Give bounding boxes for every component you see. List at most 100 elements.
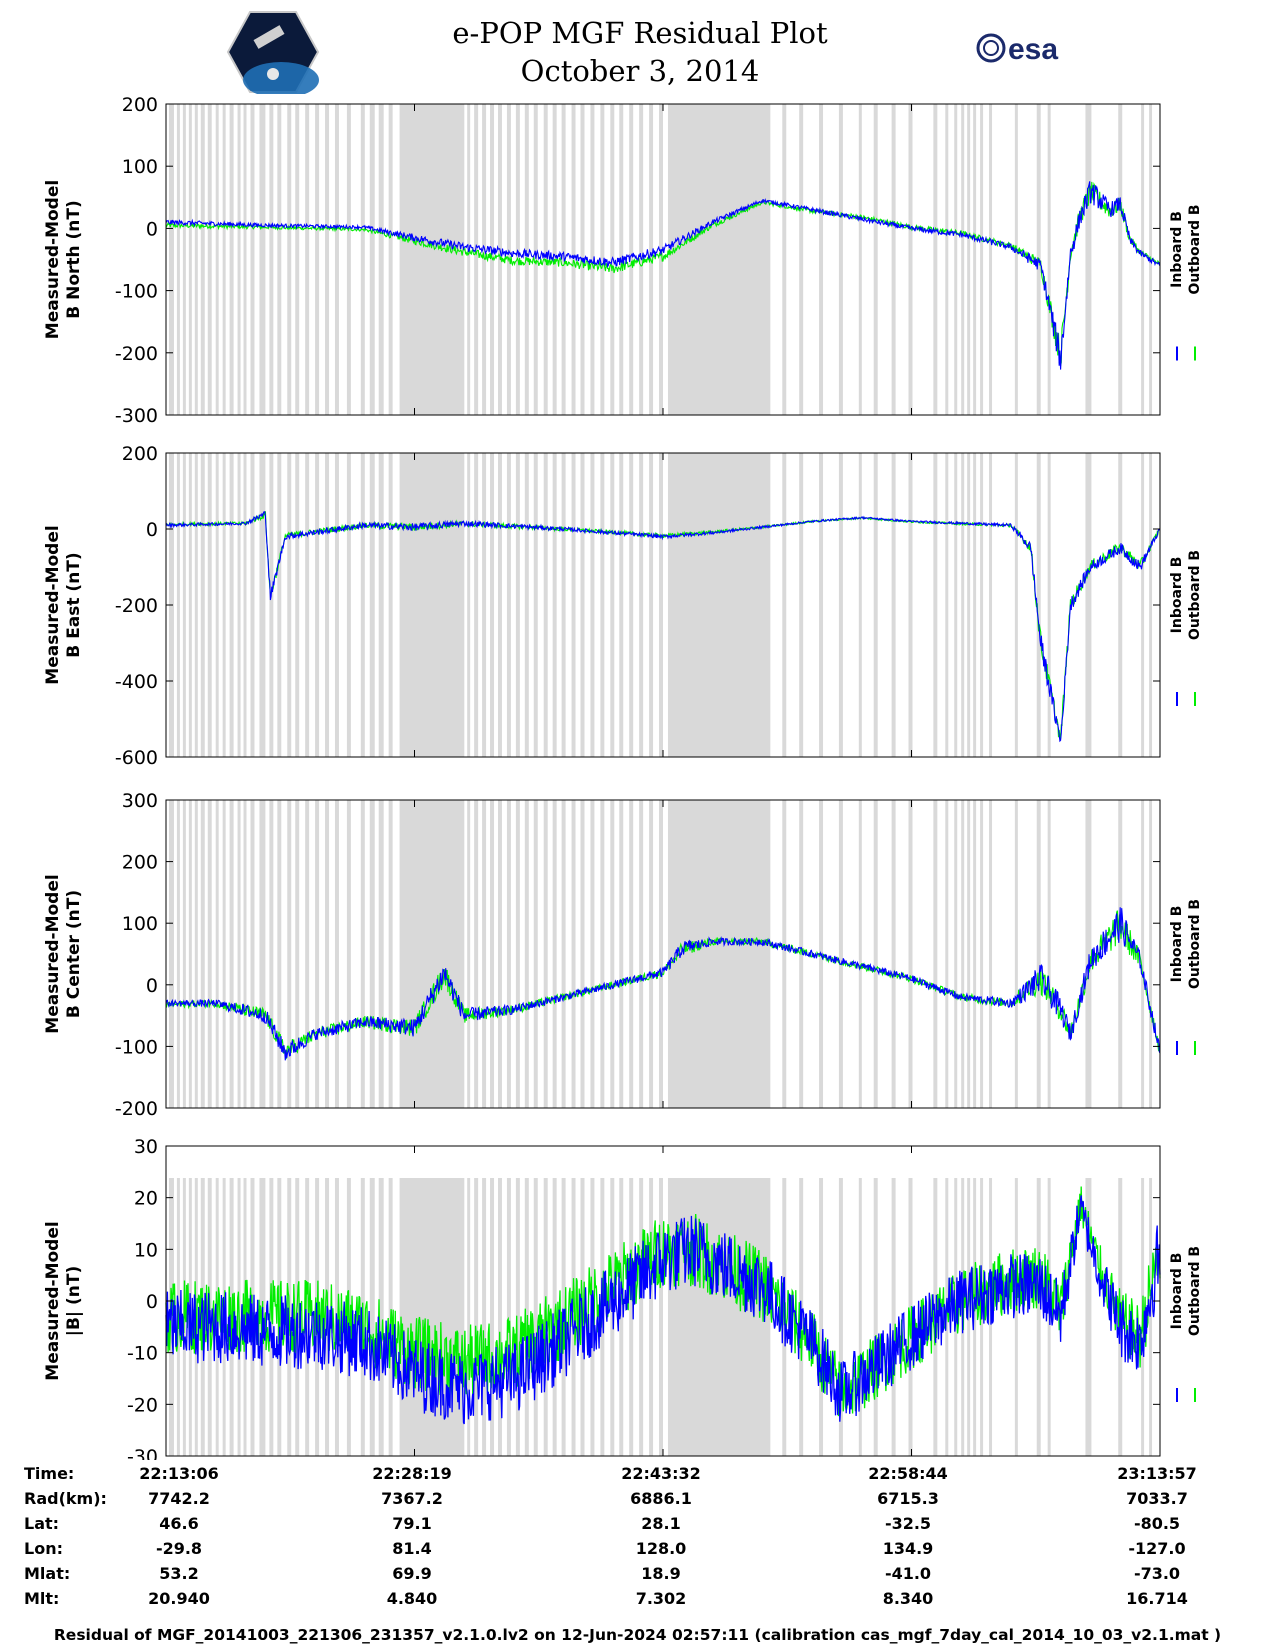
data-gap-band <box>669 1178 771 1456</box>
y-tick-label: -200 <box>115 343 158 365</box>
info-label: Lon: <box>24 1539 63 1558</box>
y-tick-label: 0 <box>146 975 158 997</box>
data-gap-band <box>600 800 605 1108</box>
data-gap-band <box>838 104 843 415</box>
data-gap-band <box>1141 104 1145 415</box>
data-gap-band <box>360 800 365 1108</box>
chart-panel-1: -300 -200 -100 0 100 200 Measured-ModelB North… <box>43 94 1203 427</box>
info-value: 6715.3 <box>877 1489 939 1508</box>
data-gap-band <box>490 800 495 1108</box>
info-value: 53.2 <box>159 1564 199 1583</box>
data-gap-band <box>1036 800 1041 1108</box>
data-gap-band <box>1036 1178 1041 1456</box>
info-row-lat: Lat: 46.6 79.1 28.1 -32.5 -80.5 <box>0 1514 1275 1538</box>
data-gap-band <box>207 800 212 1108</box>
data-gap-band <box>243 800 247 1108</box>
data-gap-band <box>945 453 949 757</box>
data-gap-band <box>277 453 282 757</box>
data-gap-band <box>295 453 300 757</box>
data-gap-band <box>1141 800 1145 1108</box>
data-gap-band <box>961 104 965 415</box>
data-gap-band <box>873 1178 878 1456</box>
legend-outboard-label: Outboard B <box>1187 1246 1203 1336</box>
data-gap-band <box>639 1178 644 1456</box>
legend-inboard-label: Inboard B <box>1169 557 1185 634</box>
title-line-2: October 3, 2014 <box>520 54 760 88</box>
data-gap-band <box>945 800 949 1108</box>
data-gap-band <box>315 800 320 1108</box>
data-gap-band <box>369 453 375 757</box>
data-gap-band <box>571 453 576 757</box>
data-gap-band <box>980 104 984 415</box>
data-gap-band <box>325 104 330 415</box>
data-gap-band <box>858 453 862 757</box>
data-gap-band <box>388 104 393 415</box>
legend-inboard-label: Inboard B <box>1169 211 1185 288</box>
data-gap-band <box>334 104 339 415</box>
data-gap-band <box>1014 453 1018 757</box>
data-gap-band <box>259 104 266 415</box>
data-gap-band <box>277 104 282 415</box>
data-gap-band <box>360 453 365 757</box>
data-gap-band <box>378 453 384 757</box>
data-gap-band <box>533 800 538 1108</box>
data-gap-band <box>1085 453 1092 757</box>
data-gap-band <box>215 104 219 415</box>
y-axis-label-line2: B North (nT) <box>64 200 84 319</box>
data-gap-band <box>188 800 192 1108</box>
data-gap-band <box>669 104 771 415</box>
y-tick-label: 200 <box>122 94 158 116</box>
data-gap-band <box>1118 453 1123 757</box>
data-gap-band <box>176 453 180 757</box>
legend-outboard-label: Outboard B <box>1187 899 1203 989</box>
y-tick-label: -300 <box>115 405 158 427</box>
data-gap-band <box>402 104 465 415</box>
data-gap-band <box>168 800 174 1108</box>
data-gap-band <box>182 800 186 1108</box>
data-gap-band <box>973 104 977 415</box>
data-gap-band <box>908 104 913 415</box>
data-gap-band <box>1118 104 1123 415</box>
data-gap-band <box>908 800 913 1108</box>
data-gap-band <box>467 1178 471 1456</box>
info-label: Mlt: <box>24 1589 60 1608</box>
data-gap-band <box>482 104 487 415</box>
data-gap-band <box>515 453 520 757</box>
data-gap-band <box>250 104 255 415</box>
data-gap-band <box>543 453 548 757</box>
data-gap-band <box>315 104 320 415</box>
legend-outboard-label: Outboard B <box>1187 204 1203 294</box>
data-gap-band <box>215 800 219 1108</box>
data-gap-band <box>490 453 495 757</box>
data-gap-band <box>1085 104 1092 415</box>
data-gap-band <box>237 800 241 1108</box>
info-value: 22:58:44 <box>868 1464 948 1483</box>
data-gap-band <box>482 453 487 757</box>
data-gap-band <box>250 800 255 1108</box>
info-value: 7742.2 <box>148 1489 210 1508</box>
data-gap-band <box>819 1178 824 1456</box>
data-gap-band <box>215 453 219 757</box>
info-value: 28.1 <box>641 1514 681 1533</box>
data-gap-band <box>954 453 958 757</box>
data-gap-band <box>782 800 787 1108</box>
data-gap-band <box>610 1178 615 1456</box>
data-gap-band <box>799 800 804 1108</box>
inboard-series-line <box>165 511 1161 743</box>
data-gap-band <box>1118 800 1123 1108</box>
data-gap-band <box>237 104 241 415</box>
y-axis-label: Measured-ModelB North (nT) <box>43 180 84 339</box>
data-gap-band <box>176 800 180 1108</box>
data-gap-band <box>561 104 566 415</box>
data-gap-band <box>619 453 624 757</box>
data-gap-band <box>600 104 605 415</box>
data-gap-band <box>873 104 878 415</box>
data-gap-band <box>961 800 965 1108</box>
data-gap-band <box>561 453 566 757</box>
info-row-rad: Rad(km): 7742.2 7367.2 6886.1 6715.3 703… <box>0 1489 1275 1513</box>
data-gap-band <box>325 800 330 1108</box>
data-gap-band <box>378 104 384 415</box>
y-tick-label: 100 <box>122 156 158 178</box>
info-value: 79.1 <box>392 1514 432 1533</box>
data-gap-band <box>467 453 471 757</box>
